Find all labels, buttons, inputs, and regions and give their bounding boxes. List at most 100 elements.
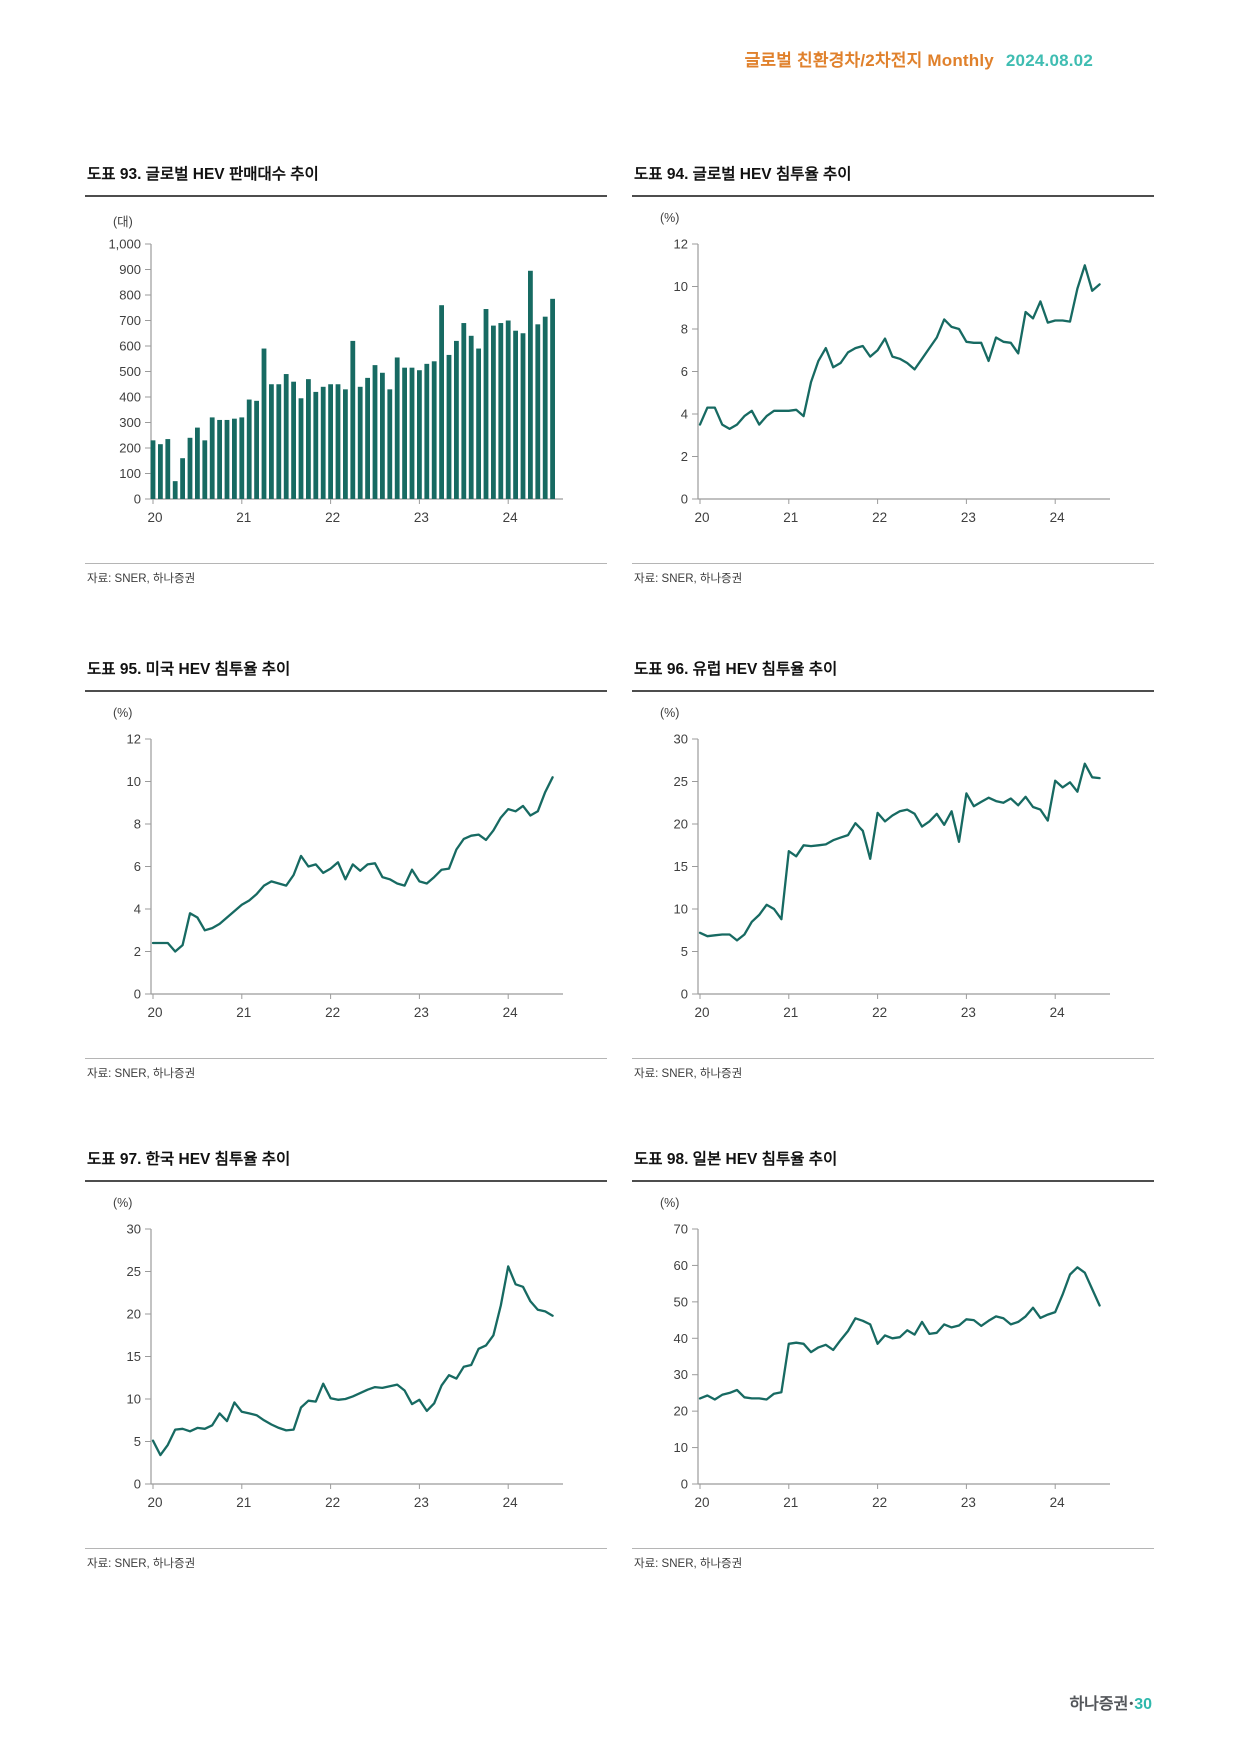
svg-text:22: 22 (325, 510, 340, 525)
svg-text:700: 700 (119, 313, 141, 328)
svg-text:5: 5 (134, 1434, 141, 1449)
svg-text:10: 10 (674, 902, 688, 917)
figure-97-chart: 0 5 10 15 20 25 30 20 21 22 23 24 (127, 1222, 563, 1510)
figure-94-title: 도표 94. 글로벌 HEV 침투율 추이 (632, 160, 1154, 197)
figure-95-source: 자료: SNER, 하나증권 (85, 1058, 607, 1081)
svg-text:21: 21 (236, 1495, 251, 1510)
figure-97-title: 도표 97. 한국 HEV 침투율 추이 (85, 1145, 607, 1182)
svg-text:20: 20 (694, 510, 709, 525)
svg-text:23: 23 (414, 1495, 429, 1510)
svg-text:200: 200 (119, 441, 141, 456)
figure-93-chart: 0 100 200 300 400 500 600 700 800 900 1,000 20 21 22 2… (108, 237, 563, 525)
svg-text:10: 10 (127, 774, 141, 789)
figure-96-title: 도표 96. 유럽 HEV 침투율 추이 (632, 655, 1154, 692)
svg-text:21: 21 (783, 1005, 798, 1020)
svg-text:23: 23 (961, 510, 976, 525)
figure-95-title: 도표 95. 미국 HEV 침투율 추이 (85, 655, 607, 692)
svg-text:100: 100 (119, 466, 141, 481)
figure-94-source: 자료: SNER, 하나증권 (632, 563, 1154, 586)
svg-text:900: 900 (119, 262, 141, 277)
svg-text:24: 24 (503, 510, 519, 525)
svg-text:20: 20 (694, 1495, 709, 1510)
figure-97: 도표 97. 한국 HEV 침투율 추이 (%) 0 5 10 15 20 25 30 20 2… (85, 1145, 607, 1571)
svg-text:500: 500 (119, 364, 141, 379)
svg-text:15: 15 (674, 859, 688, 874)
svg-text:12: 12 (127, 732, 141, 747)
svg-text:2: 2 (681, 449, 688, 464)
figure-93: 도표 93. 글로벌 HEV 판매대수 추이 (대) 0 100 200 300 400… (85, 160, 607, 586)
svg-text:23: 23 (414, 1005, 429, 1020)
page-header: 글로벌 친환경차/2차전지 Monthly 2024.08.02 (0, 46, 1093, 71)
svg-text:20: 20 (147, 1495, 162, 1510)
svg-text:0: 0 (134, 987, 141, 1002)
svg-text:24: 24 (1050, 510, 1066, 525)
svg-text:6: 6 (134, 859, 141, 874)
svg-text:12: 12 (674, 237, 688, 252)
svg-text:0: 0 (681, 492, 688, 507)
svg-text:10: 10 (674, 279, 688, 294)
svg-text:60: 60 (674, 1258, 688, 1273)
svg-text:10: 10 (674, 1440, 688, 1455)
svg-text:30: 30 (674, 1367, 688, 1382)
svg-text:25: 25 (127, 1264, 141, 1279)
svg-text:8: 8 (681, 322, 688, 337)
figure-93-source: 자료: SNER, 하나증권 (85, 563, 607, 586)
svg-text:21: 21 (236, 1005, 251, 1020)
svg-text:24: 24 (1050, 1495, 1066, 1510)
svg-text:20: 20 (694, 1005, 709, 1020)
figure-97-source: 자료: SNER, 하나증권 (85, 1548, 607, 1571)
svg-text:30: 30 (127, 1222, 141, 1237)
svg-text:70: 70 (674, 1222, 688, 1237)
figure-96: 도표 96. 유럽 HEV 침투율 추이 (%) 0 5 10 15 20 25 30 20 2… (632, 655, 1154, 1081)
figure-93-unit: (대) (113, 215, 133, 229)
svg-text:8: 8 (134, 817, 141, 832)
svg-text:21: 21 (236, 510, 251, 525)
svg-text:6: 6 (681, 364, 688, 379)
figure-96-unit: (%) (660, 706, 680, 720)
svg-text:400: 400 (119, 390, 141, 405)
svg-text:600: 600 (119, 339, 141, 354)
svg-text:25: 25 (674, 774, 688, 789)
figure-93-title: 도표 93. 글로벌 HEV 판매대수 추이 (85, 160, 607, 197)
svg-text:24: 24 (1050, 1005, 1066, 1020)
svg-text:22: 22 (872, 1495, 887, 1510)
svg-text:800: 800 (119, 288, 141, 303)
svg-text:4: 4 (134, 902, 141, 917)
svg-text:23: 23 (961, 1005, 976, 1020)
svg-text:0: 0 (681, 987, 688, 1002)
svg-text:5: 5 (681, 944, 688, 959)
svg-text:24: 24 (503, 1005, 519, 1020)
figure-98-unit: (%) (660, 1196, 680, 1210)
figure-98-source: 자료: SNER, 하나증권 (632, 1548, 1154, 1571)
figure-97-unit: (%) (113, 1196, 133, 1210)
svg-text:21: 21 (783, 510, 798, 525)
svg-text:1,000: 1,000 (108, 237, 141, 252)
footer-dot-icon: • (1129, 1698, 1134, 1710)
figure-94-unit: (%) (660, 211, 680, 225)
figure-96-source: 자료: SNER, 하나증권 (632, 1058, 1154, 1081)
report-date: 2024.08.02 (1005, 51, 1093, 70)
svg-text:300: 300 (119, 415, 141, 430)
svg-text:4: 4 (681, 407, 688, 422)
svg-text:22: 22 (872, 510, 887, 525)
footer-brand: 하나증권 (1069, 1696, 1129, 1713)
svg-text:23: 23 (414, 510, 429, 525)
svg-text:23: 23 (961, 1495, 976, 1510)
svg-text:20: 20 (127, 1307, 141, 1322)
figure-94: 도표 94. 글로벌 HEV 침투율 추이 (%) 0 2 4 6 8 10 12 20 21 2… (632, 160, 1154, 586)
svg-text:50: 50 (674, 1294, 688, 1309)
svg-text:22: 22 (872, 1005, 887, 1020)
svg-text:0: 0 (134, 1477, 141, 1492)
svg-text:30: 30 (674, 732, 688, 747)
svg-text:22: 22 (325, 1005, 340, 1020)
svg-text:0: 0 (134, 492, 141, 507)
svg-text:10: 10 (127, 1392, 141, 1407)
page-footer: 하나증권•30 (0, 1690, 1152, 1714)
figure-98: 도표 98. 일본 HEV 침투율 추이 (%) 0 10 20 30 40 50 60 70… (632, 1145, 1154, 1571)
footer-page-number: 30 (1134, 1696, 1152, 1713)
svg-text:24: 24 (503, 1495, 519, 1510)
figure-95: 도표 95. 미국 HEV 침투율 추이 (%) 0 2 4 6 8 10 12 20 21 22… (85, 655, 607, 1081)
